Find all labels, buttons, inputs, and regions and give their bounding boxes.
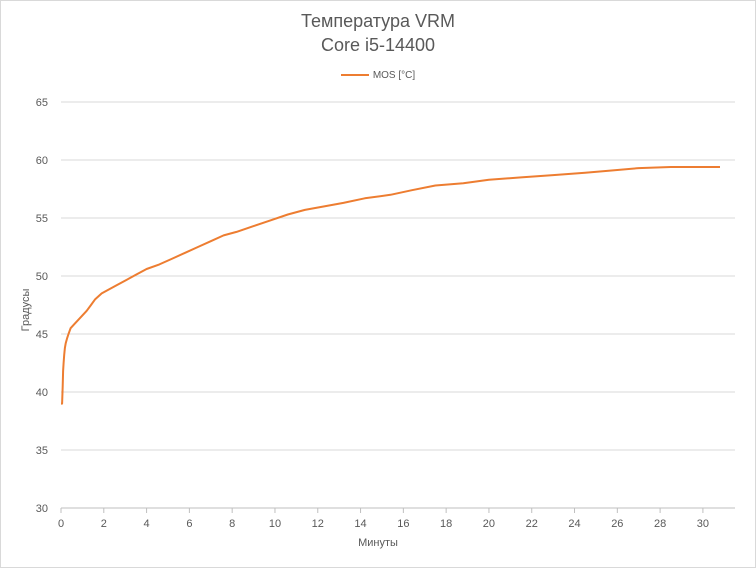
x-tick-label: 8 xyxy=(229,518,235,530)
legend-label: MOS [°C] xyxy=(372,69,416,81)
x-tick-label: 30 xyxy=(697,518,709,530)
chart-subtitle: Core i5-14400 xyxy=(320,35,436,55)
chart-title: Температура VRM xyxy=(300,11,456,31)
x-axis-title: Минуты xyxy=(358,537,398,549)
y-tick-label: 35 xyxy=(36,445,48,457)
x-tick-label: 4 xyxy=(144,518,150,530)
x-tick-label: 24 xyxy=(568,518,580,530)
x-tick-label: 26 xyxy=(611,518,623,530)
x-tick-label: 22 xyxy=(526,518,538,530)
y-tick-label: 55 xyxy=(36,213,48,225)
x-tick-label: 14 xyxy=(354,518,366,530)
x-tick-label: 2 xyxy=(101,518,107,530)
legend-swatch xyxy=(340,74,369,76)
series-line xyxy=(61,166,720,405)
legend: MOS [°C] xyxy=(0,68,756,81)
y-tick-label: 65 xyxy=(36,97,48,109)
y-tick-label: 50 xyxy=(36,271,48,283)
x-tick-label: 16 xyxy=(397,518,409,530)
x-tick-label: 12 xyxy=(312,518,324,530)
y-tick-label: 30 xyxy=(36,503,48,515)
x-tick-label: 6 xyxy=(186,518,192,530)
y-tick-label: 45 xyxy=(36,329,48,341)
x-tick-label: 20 xyxy=(483,518,495,530)
x-tick-label: 10 xyxy=(269,518,281,530)
x-tick-label: 28 xyxy=(654,518,666,530)
x-tick-label: 18 xyxy=(440,518,452,530)
y-axis-title: Градусы xyxy=(20,288,32,332)
x-tick-label: 0 xyxy=(58,518,64,530)
y-tick-label: 60 xyxy=(36,155,48,167)
y-tick-label: 40 xyxy=(36,387,48,399)
